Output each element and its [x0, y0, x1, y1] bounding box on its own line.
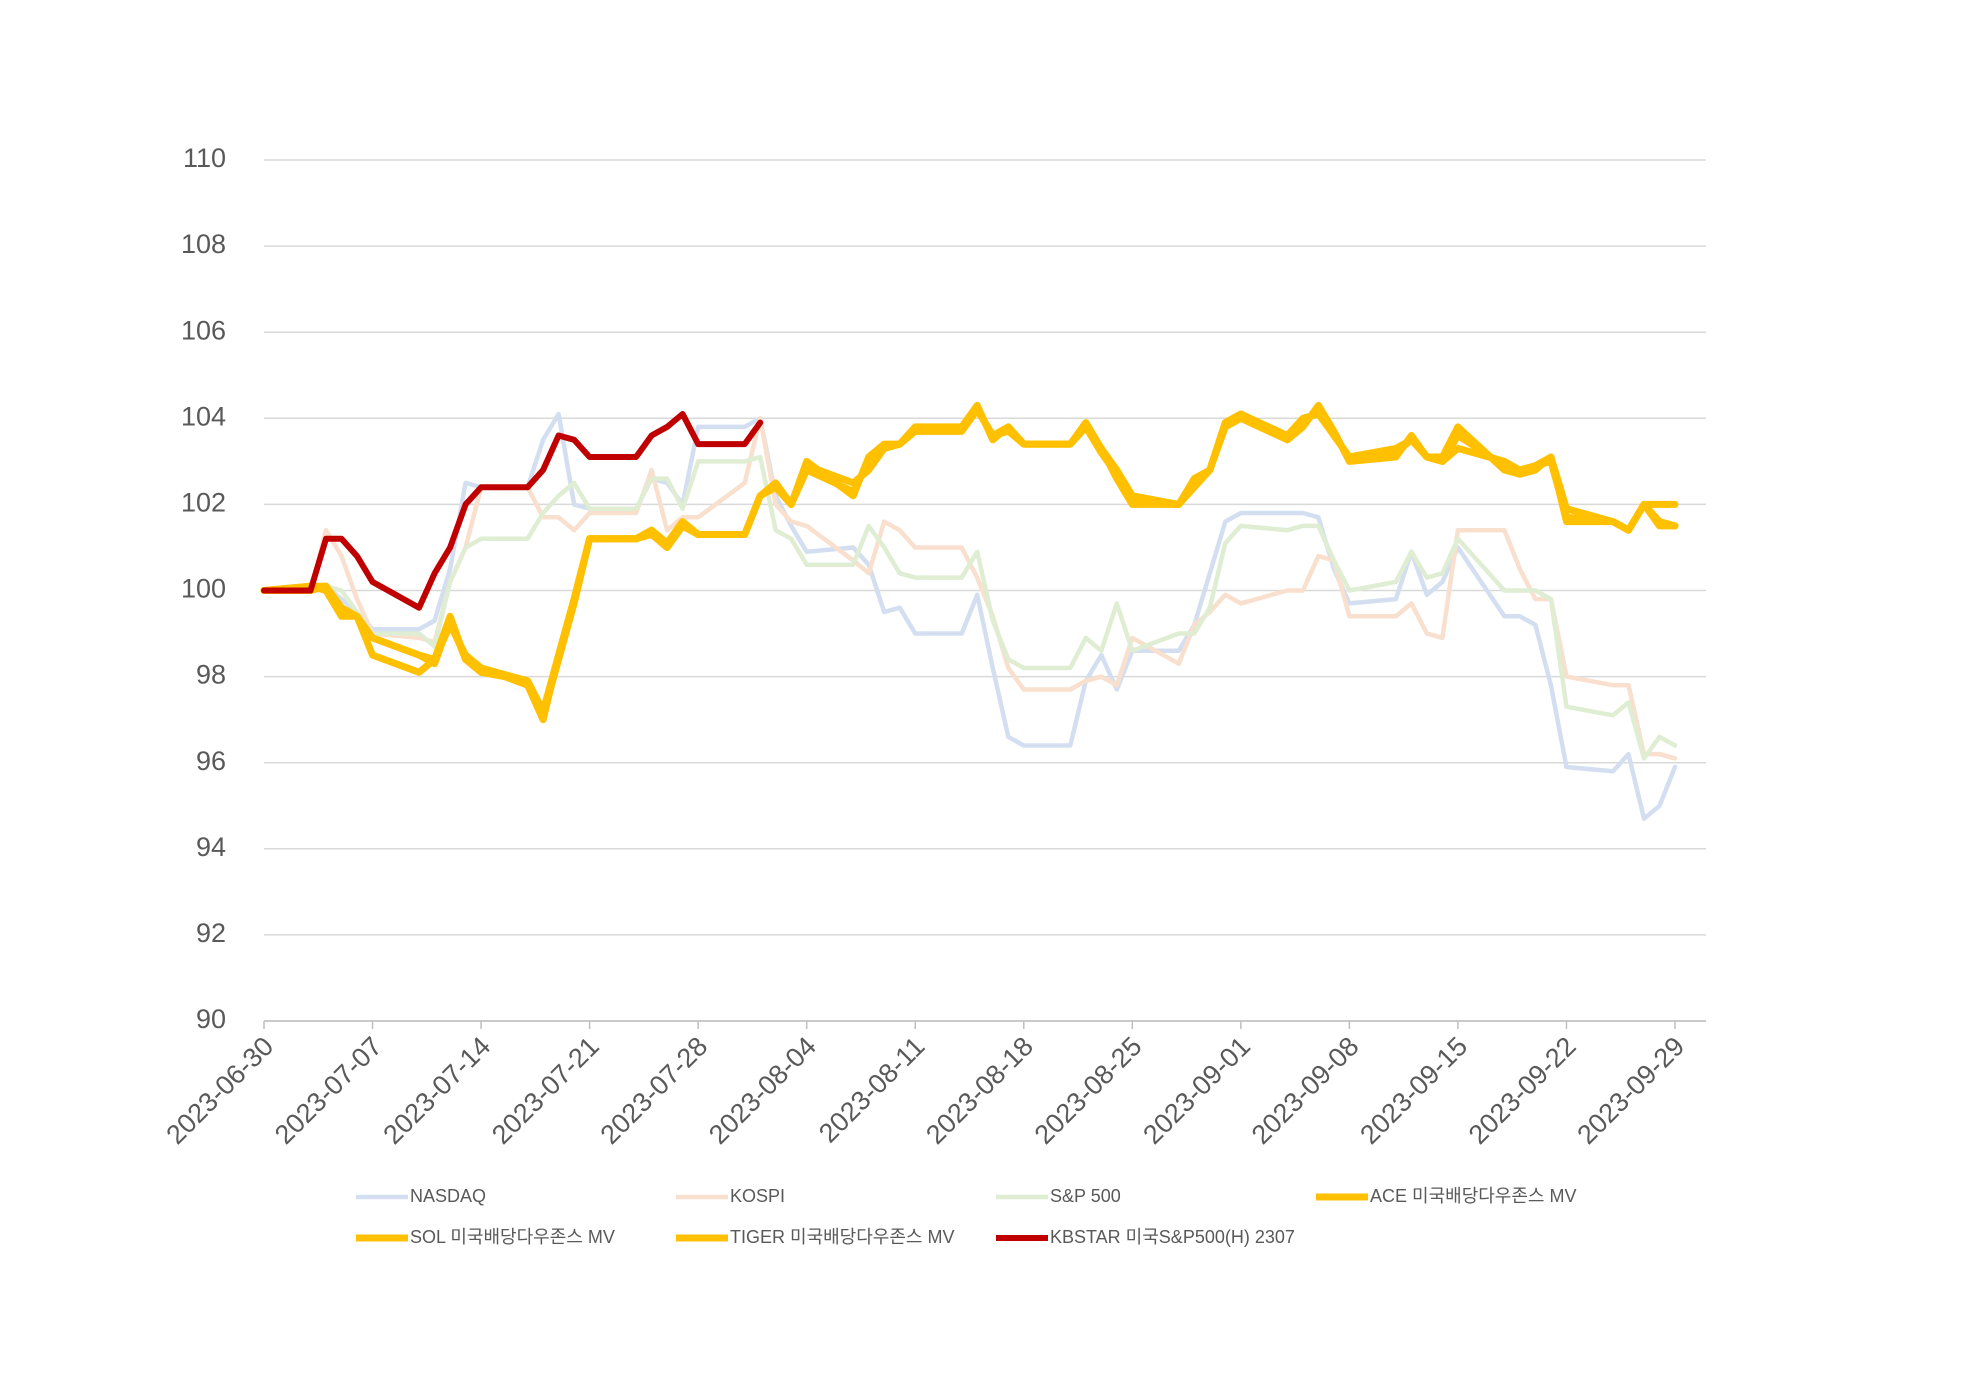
- series-line: [261, 454, 1678, 761]
- y-tick-label: 106: [181, 315, 226, 345]
- x-tick-label: 2023-07-07: [269, 1031, 388, 1150]
- legend-item: KOSPI: [676, 1186, 785, 1206]
- x-tick-label: 2023-08-18: [920, 1031, 1039, 1150]
- series-line: [260, 406, 1679, 719]
- legend-label: KOSPI: [730, 1186, 785, 1206]
- legend-label: SOL 미국배당다우존스 MV: [410, 1227, 615, 1247]
- x-tick-label: 2023-07-14: [377, 1031, 496, 1150]
- x-tick-label: 2023-09-29: [1571, 1031, 1690, 1150]
- legend-item: NASDAQ: [356, 1186, 486, 1206]
- legend-label: S&P 500: [1050, 1186, 1121, 1206]
- legend-label: ACE 미국배당다우존스 MV: [1370, 1186, 1577, 1206]
- series-line: [261, 411, 764, 611]
- y-tick-label: 108: [181, 229, 226, 259]
- legend-label: NASDAQ: [410, 1186, 486, 1206]
- y-tick-label: 110: [183, 143, 226, 173]
- x-tick-label: 2023-09-08: [1246, 1031, 1365, 1150]
- legend-item: ACE 미국배당다우존스 MV: [1316, 1186, 1577, 1206]
- y-tick-label: 100: [181, 574, 226, 604]
- x-tick-label: 2023-09-15: [1354, 1031, 1473, 1150]
- y-tick-label: 92: [196, 918, 226, 948]
- series-line: [261, 416, 1678, 761]
- x-tick-label: 2023-07-21: [486, 1031, 605, 1150]
- x-tick-label: 2023-08-11: [813, 1031, 930, 1148]
- y-tick-label: 104: [181, 401, 226, 431]
- legend-item: TIGER 미국배당다우존스 MV: [676, 1227, 954, 1247]
- y-tick-label: 90: [196, 1004, 226, 1034]
- legend-item: SOL 미국배당다우존스 MV: [356, 1227, 615, 1247]
- x-tick-label: 2023-08-25: [1029, 1031, 1148, 1150]
- legend-item: KBSTAR 미국S&P500(H) 2307: [996, 1227, 1295, 1247]
- x-tick-label: 2023-06-30: [160, 1031, 279, 1150]
- legend-label: KBSTAR 미국S&P500(H) 2307: [1050, 1227, 1295, 1247]
- legend-item: S&P 500: [996, 1186, 1121, 1206]
- x-tick-label: 2023-07-28: [595, 1031, 714, 1150]
- series-line: [261, 411, 1678, 821]
- y-tick-label: 96: [196, 746, 226, 776]
- x-tick-label: 2023-09-01: [1137, 1031, 1256, 1150]
- legend-label: TIGER 미국배당다우존스 MV: [730, 1227, 954, 1247]
- x-tick-label: 2023-09-22: [1463, 1031, 1582, 1150]
- y-tick-label: 102: [181, 488, 226, 518]
- x-tick-label: 2023-08-04: [703, 1031, 822, 1150]
- y-tick-label: 94: [196, 832, 226, 862]
- y-tick-label: 98: [196, 660, 226, 690]
